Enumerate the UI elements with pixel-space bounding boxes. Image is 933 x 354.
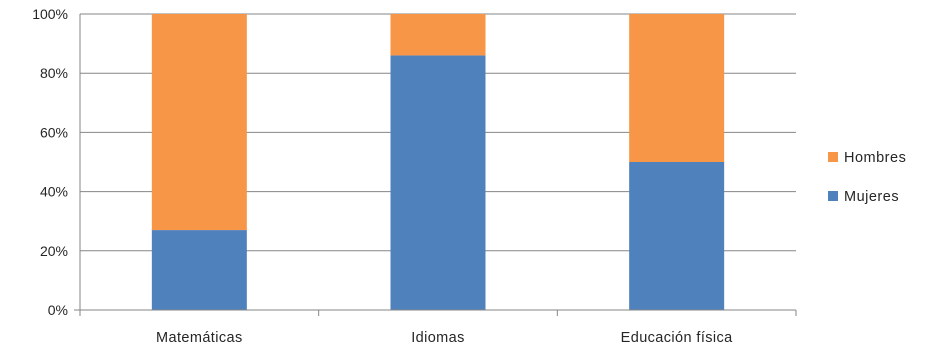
bar-segment-mujeres-2 (390, 55, 486, 310)
axes (74, 14, 797, 316)
legend-label-mujeres: Mujeres (844, 189, 899, 205)
bar-segment-hombres-2 (390, 14, 486, 56)
y-tick-labels: 0% 20% 40% 60% 80% 100% (32, 6, 68, 318)
y-tick-label: 60% (40, 124, 68, 140)
legend-label-hombres: Hombres (844, 150, 906, 166)
bar-segment-hombres-3 (629, 14, 725, 162)
legend-swatch-hombres (828, 152, 838, 162)
x-category-label: Educación física (621, 330, 734, 346)
bar-segment-mujeres-3 (629, 162, 725, 310)
bars (151, 14, 725, 310)
x-category-label: Idiomas (411, 330, 465, 346)
y-tick-label: 80% (40, 65, 68, 81)
bar-segment-hombres-1 (151, 14, 247, 231)
x-category-label: Matemáticas (156, 330, 243, 346)
y-tick-label: 100% (32, 6, 68, 22)
x-category-labels: Matemáticas Idiomas Educación física (156, 330, 733, 346)
y-tick-label: 40% (40, 184, 68, 200)
y-tick-label: 20% (40, 243, 68, 259)
legend: Hombres Mujeres (828, 150, 906, 205)
bar-segment-mujeres-1 (151, 230, 247, 310)
legend-swatch-mujeres (828, 191, 838, 201)
y-tick-label: 0% (48, 302, 68, 318)
